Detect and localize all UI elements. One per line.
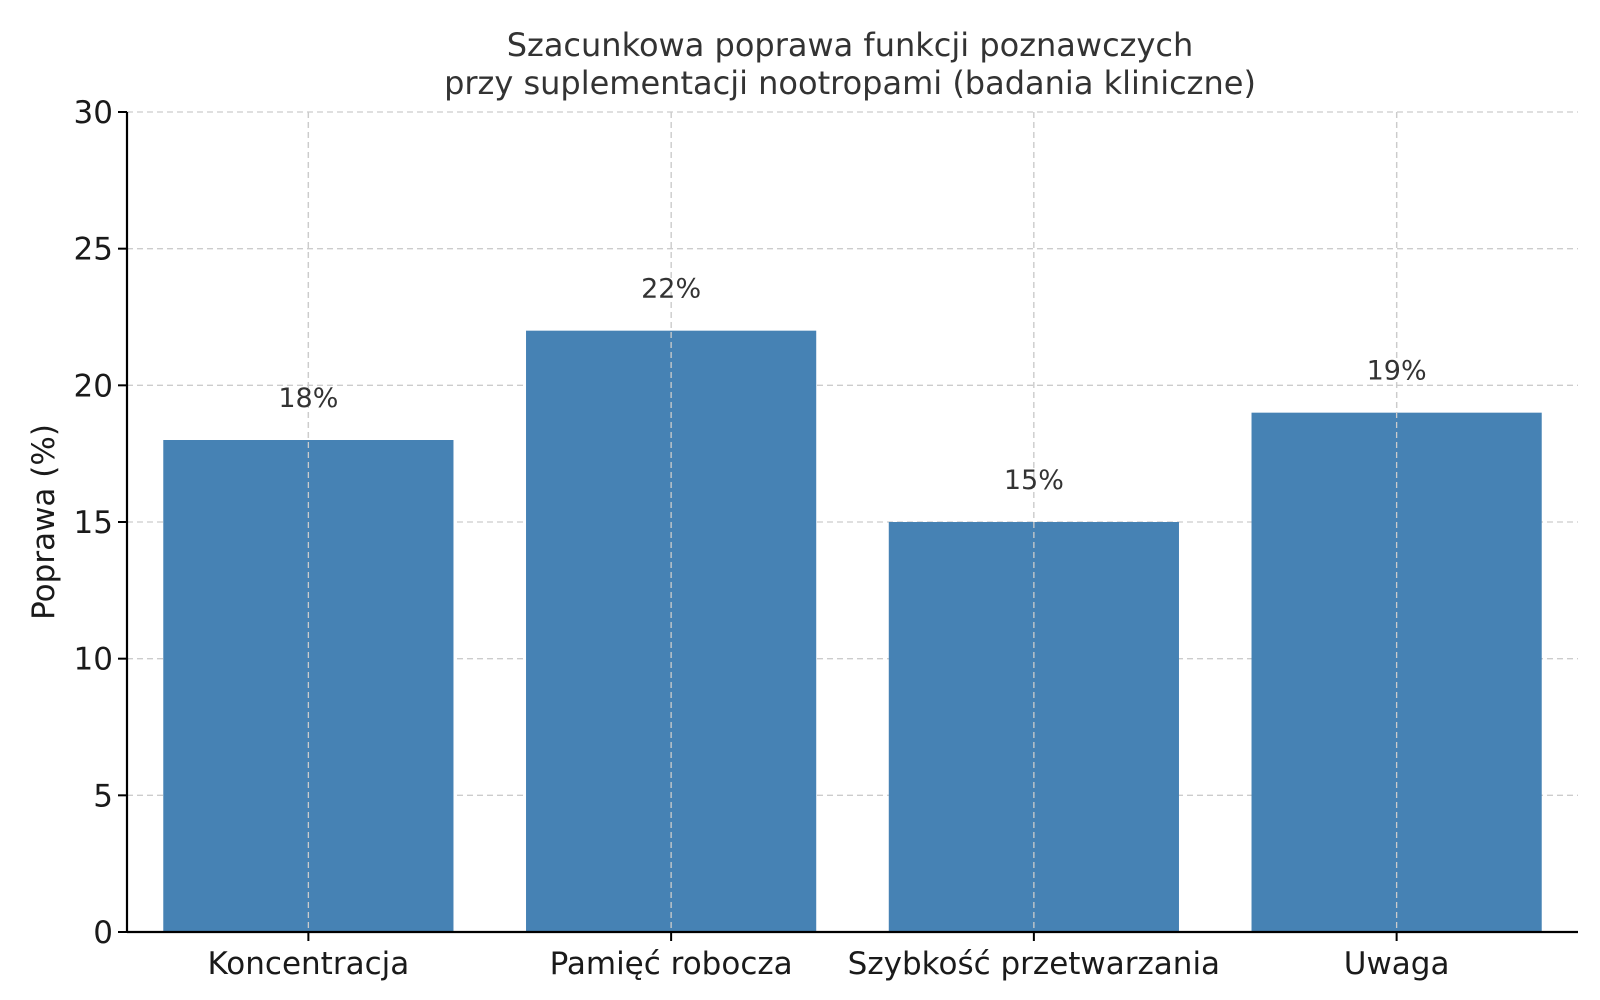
category-label-2: Pamięć robocza	[550, 946, 793, 982]
y-tick-label-5: 5	[93, 778, 113, 814]
y-tick-label-0: 0	[93, 915, 113, 951]
value-label-2: 22%	[641, 274, 701, 305]
bar-2	[526, 330, 817, 933]
value-label-3: 15%	[1004, 465, 1064, 496]
y-axis-label: Poprawa (%)	[26, 424, 62, 620]
value-label-4: 19%	[1367, 356, 1427, 387]
labels-layer: Szacunkowa poprawa funkcji poznawczych p…	[26, 26, 1449, 982]
category-label-4: Uwaga	[1344, 946, 1450, 982]
y-tick-label-10: 10	[74, 642, 113, 678]
y-tick-label-20: 20	[74, 368, 113, 404]
value-label-1: 18%	[278, 383, 338, 414]
category-label-1: Koncentracja	[208, 946, 410, 982]
chart-title-line-2: przy suplementacji nootropami (badania k…	[444, 64, 1256, 102]
axes-layer	[118, 111, 1578, 941]
category-label-3: Szybkość przetwarzania	[848, 946, 1220, 982]
bars-layer	[163, 112, 1542, 933]
y-tick-label-30: 30	[74, 95, 113, 131]
chart-title-line-1: Szacunkowa poprawa funkcji poznawczych	[507, 26, 1194, 64]
y-tick-label-25: 25	[74, 232, 113, 268]
y-tick-label-15: 15	[74, 505, 113, 541]
